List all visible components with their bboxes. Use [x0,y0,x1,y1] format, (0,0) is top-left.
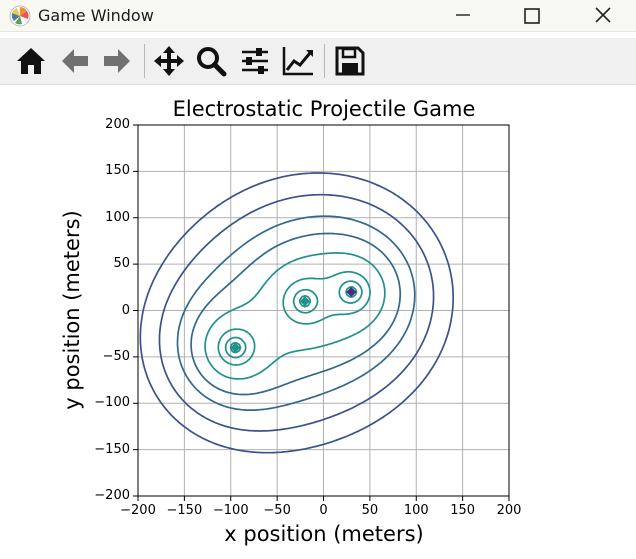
maximize-icon [524,8,540,24]
minimize-button[interactable] [440,0,486,31]
tick-marks [133,124,510,501]
y-tick-label: −100 [94,395,130,411]
x-tick-label: 150 [450,503,476,518]
x-tick-label: −150 [166,503,203,518]
home-button[interactable] [12,42,50,80]
title-bar: Game Window [0,0,636,32]
navigation-toolbar [0,38,636,85]
arrow-right-icon [104,49,130,73]
matplotlib-logo-icon [9,5,31,27]
contour-level [224,280,363,359]
charge-markers [230,286,357,353]
charge-marker [346,286,357,297]
x-tick-label: 0 [319,503,328,518]
subplots-button[interactable] [236,42,274,80]
pan-button[interactable] [150,42,188,80]
toolbar-separator [144,44,145,78]
contour-level [176,215,416,411]
sliders-icon [242,48,268,74]
x-axis-label: x position (meters) [224,522,424,546]
y-tick-label: −150 [94,441,130,457]
y-tick-label: 150 [105,163,130,179]
y-tick-label: 100 [105,209,130,225]
minimize-icon [456,14,470,16]
edit-axis-button[interactable] [279,42,317,80]
x-tick-label: 100 [403,503,429,518]
close-icon [595,7,611,23]
y-tick-label: −50 [102,348,130,364]
home-icon [17,48,45,74]
chart-title: Electrostatic Projectile Game [172,97,476,121]
charge-marker [230,342,241,353]
move-icon [154,46,184,76]
arrow-left-icon [62,49,88,73]
contour-level [204,252,386,380]
y-axis-label: y position (meters) [60,210,84,410]
y-tick-label: −200 [94,488,130,503]
contour-level [139,172,455,454]
toolbar-separator [324,44,325,78]
contour-level [217,270,371,366]
x-tick-label: −50 [263,503,291,518]
chart-line-icon [282,47,313,76]
x-tick-label: 50 [361,503,379,518]
contour-lines [139,172,455,454]
y-tick-label: 0 [121,302,130,318]
magnifier-icon [197,47,227,77]
contour-level [190,232,402,396]
charge-marker [299,296,310,307]
floppy-disk-icon [335,46,365,76]
contour-level [158,193,435,432]
figure-canvas[interactable]: Electrostatic Projectile Game x position… [0,88,636,559]
back-button[interactable] [56,42,94,80]
plot-canvas[interactable] [0,88,636,559]
x-tick-label: −100 [212,503,249,518]
close-button[interactable] [580,0,626,31]
maximize-button[interactable] [509,0,555,31]
window-title: Game Window [38,6,154,25]
save-button[interactable] [331,42,369,80]
x-tick-label: −200 [120,503,156,518]
y-tick-label: 50 [113,256,130,272]
forward-button[interactable] [98,42,136,80]
zoom-button[interactable] [192,42,230,80]
x-tick-label: 200 [496,503,522,518]
y-tick-label: 200 [105,117,130,132]
